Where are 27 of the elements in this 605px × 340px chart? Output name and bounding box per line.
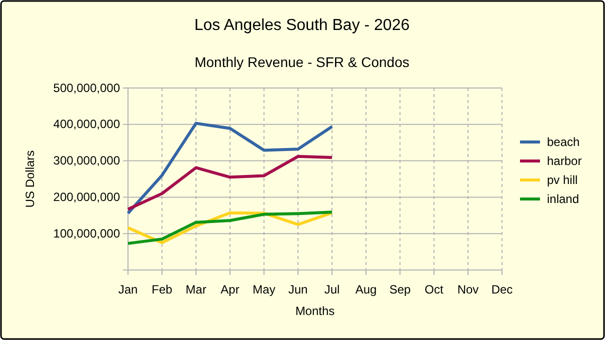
x-tick-label: Nov bbox=[457, 282, 479, 297]
x-tick-label: Mar bbox=[186, 282, 206, 297]
x-tick-label: Jan bbox=[118, 282, 138, 297]
chart-title: Los Angeles South Bay - 2026 bbox=[194, 17, 410, 34]
x-tick-label: Dec bbox=[491, 282, 513, 297]
line-series bbox=[126, 154, 334, 211]
x-tick-label: Jul bbox=[324, 282, 340, 297]
legend-label: pv hill bbox=[547, 173, 578, 187]
x-tick-label: Oct bbox=[424, 282, 444, 297]
x-tick-label: Sep bbox=[389, 282, 411, 297]
legend-label: inland bbox=[547, 192, 580, 206]
y-tick-label: 500,000,000 bbox=[53, 80, 120, 95]
x-tick-label: Jun bbox=[288, 282, 308, 297]
y-tick-label: 400,000,000 bbox=[53, 117, 120, 132]
x-axis-title: Months bbox=[295, 304, 335, 318]
y-tick-label: 200,000,000 bbox=[53, 190, 120, 204]
y-tick-label: 100,000,000 bbox=[53, 226, 120, 240]
line-series bbox=[126, 122, 334, 215]
chart-subtitle: Monthly Revenue - SFR & Condos bbox=[194, 54, 410, 70]
x-tick-label: Aug bbox=[355, 282, 377, 297]
x-tick-label: May bbox=[252, 282, 276, 297]
legend-label: beach bbox=[547, 135, 580, 149]
y-tick-label: 300,000,000 bbox=[53, 154, 120, 168]
x-tick-label: Feb bbox=[152, 282, 173, 297]
x-tick-label: Apr bbox=[220, 282, 240, 297]
y-axis-title: US Dollars bbox=[23, 150, 37, 208]
legend-label: harbor bbox=[547, 154, 582, 168]
